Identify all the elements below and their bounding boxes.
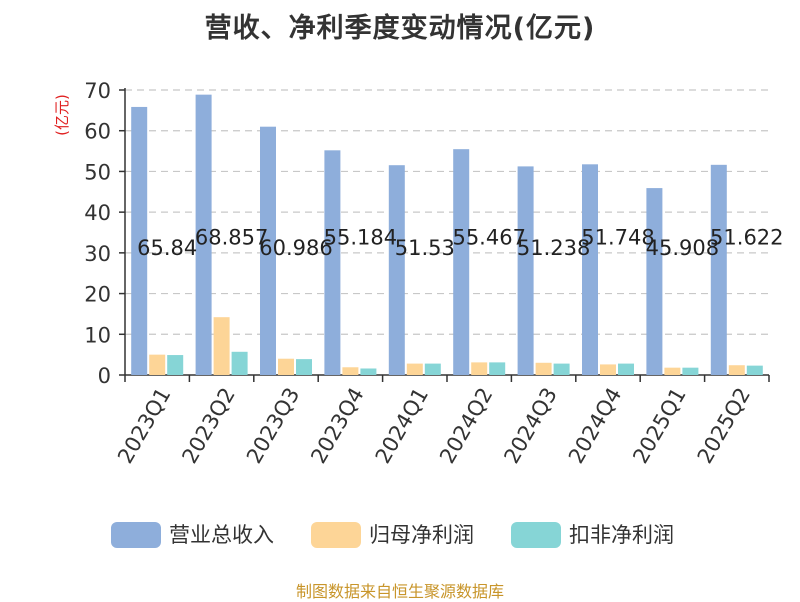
data-label: 55.467 — [452, 226, 525, 250]
x-tick-label: 2025Q2 — [693, 384, 755, 468]
bar-0-2023Q2 — [195, 94, 212, 376]
bar-1-2024Q2 — [471, 362, 488, 375]
bar-1-2023Q1 — [149, 354, 166, 375]
bar-0-2024Q3 — [517, 166, 534, 375]
legend-swatch-revenue — [111, 522, 161, 548]
chart-title: 营收、净利季度变动情况(亿元) — [204, 13, 596, 44]
legend: 营业总收入 归母净利润 扣非净利润 — [0, 519, 800, 551]
bar-2-2025Q1 — [682, 367, 699, 375]
bar-0-2024Q1 — [388, 165, 405, 375]
bar-2-2023Q4 — [360, 368, 377, 375]
data-label: 55.184 — [324, 226, 397, 250]
bar-0-2025Q2 — [710, 164, 727, 375]
legend-label-deducted-profit: 扣非净利润 — [569, 523, 674, 547]
bar-1-2023Q3 — [278, 358, 294, 375]
bar-1-2023Q4 — [342, 367, 359, 375]
bar-1-2024Q3 — [535, 362, 552, 375]
data-label: 51.238 — [517, 236, 590, 260]
x-tick-label: 2023Q3 — [242, 384, 304, 468]
gridlines — [125, 89, 769, 335]
data-label: 51.53 — [395, 236, 455, 260]
y-tick-label: 30 — [84, 242, 111, 266]
data-label: 60.986 — [259, 236, 332, 260]
data-label: 51.622 — [710, 226, 783, 250]
bar-1-2025Q1 — [664, 367, 681, 375]
y-tick-label: 0 — [98, 364, 111, 388]
bar-2-2023Q2 — [231, 351, 248, 375]
bar-0-2023Q3 — [260, 126, 276, 375]
bar-1-2024Q4 — [600, 364, 616, 375]
source-note: 制图数据来自恒生聚源数据库 — [295, 582, 504, 601]
data-label: 45.908 — [646, 236, 719, 260]
y-tick-label: 20 — [84, 283, 111, 307]
legend-swatch-net-profit — [311, 522, 361, 548]
bar-2-2024Q2 — [489, 362, 506, 375]
y-tick-label: 40 — [84, 201, 111, 225]
data-label: 68.857 — [195, 226, 268, 250]
x-tick-label: 2023Q2 — [177, 384, 239, 468]
legend-label-revenue: 营业总收入 — [169, 523, 274, 547]
y-axis-title: (亿元) — [53, 94, 71, 136]
x-tick-label: 2024Q2 — [435, 384, 497, 468]
bar-1-2025Q2 — [728, 365, 745, 375]
x-tick-label: 2024Q4 — [564, 384, 626, 468]
x-tick-label: 2024Q3 — [499, 384, 561, 468]
bar-2-2024Q1 — [424, 363, 441, 375]
bar-2-2025Q2 — [746, 365, 763, 375]
bar-2-2023Q3 — [296, 359, 312, 375]
y-tick-label: 50 — [84, 160, 111, 184]
x-tick-label: 2024Q1 — [371, 384, 433, 468]
bar-1-2023Q2 — [213, 317, 230, 375]
x-tick-label: 2023Q1 — [113, 384, 175, 468]
bar-2-2023Q1 — [167, 355, 184, 375]
bar-0-2024Q2 — [453, 149, 470, 375]
bar-2-2024Q4 — [618, 363, 634, 375]
bar-2-2024Q3 — [553, 363, 570, 375]
data-label: 65.84 — [137, 236, 197, 260]
bars — [131, 94, 763, 376]
bar-0-2024Q4 — [582, 164, 598, 375]
x-tick-label: 2025Q1 — [628, 384, 690, 468]
x-tick-label: 2023Q4 — [306, 384, 368, 468]
legend-swatch-deducted-profit — [511, 522, 561, 548]
bar-0-2023Q1 — [131, 106, 148, 376]
y-tick-label: 70 — [84, 79, 111, 103]
data-label: 51.748 — [581, 226, 654, 250]
legend-label-net-profit: 归母净利润 — [369, 523, 474, 547]
y-tick-label: 10 — [84, 323, 111, 347]
bar-0-2023Q4 — [324, 150, 341, 375]
bar-1-2024Q1 — [406, 363, 423, 375]
y-tick-label: 60 — [84, 120, 111, 144]
bar-0-2025Q1 — [646, 188, 663, 375]
data-labels: 65.8468.85760.98655.18451.5355.46751.238… — [137, 226, 783, 260]
